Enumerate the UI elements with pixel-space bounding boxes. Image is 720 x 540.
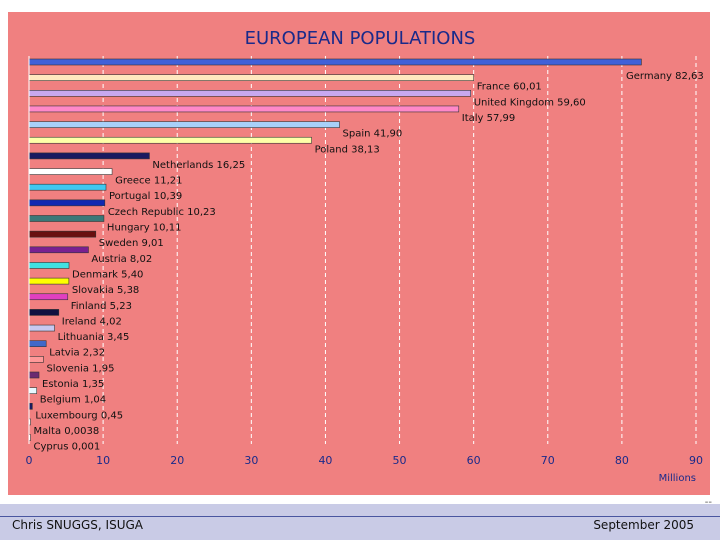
bar-finland — [28, 293, 69, 301]
bar-sweden — [28, 230, 97, 238]
bar-italy — [28, 105, 460, 113]
bars — [28, 58, 642, 441]
x-tick-label: 70 — [541, 454, 555, 467]
x-tick-label: 90 — [689, 454, 703, 467]
data-label: Ireland 4,02 — [62, 316, 122, 327]
x-tick-label: 10 — [96, 454, 110, 467]
bar-greece — [28, 168, 113, 175]
x-tick-label: 30 — [244, 454, 258, 467]
data-label: Belgium 1,04 — [40, 395, 106, 406]
data-label: Portugal 10,39 — [109, 191, 182, 202]
data-label: France 60,01 — [477, 82, 542, 93]
data-label: Netherlands 16,25 — [152, 160, 245, 171]
x-tick-label: 40 — [318, 454, 332, 467]
footer-author: Chris SNUGGS, ISUGA — [12, 518, 143, 532]
x-axis: 0 10 20 30 40 50 60 70 80 90 Millions — [26, 56, 703, 484]
bar-united-kingdom — [28, 90, 472, 97]
x-tick-label: 80 — [615, 454, 629, 467]
bar-portugal — [28, 183, 107, 191]
data-label: Latvia 2,32 — [49, 348, 105, 359]
bar-belgium — [28, 387, 38, 394]
data-label: Poland 38,13 — [315, 144, 380, 155]
data-label: Czech Republic 10,23 — [108, 207, 216, 218]
data-label: Sweden 9,01 — [99, 238, 164, 249]
data-label: Italy 57,99 — [462, 113, 516, 124]
bar-france — [28, 74, 475, 81]
bar-ireland — [28, 309, 60, 316]
bar-netherlands — [28, 152, 150, 160]
footer-band — [0, 504, 720, 540]
x-tick-label: 0 — [26, 454, 33, 467]
data-label: Hungary 10,11 — [107, 223, 182, 234]
data-labels: Germany 82,63 France 60,01 United Kingdom … — [34, 71, 704, 453]
data-label: Germany 82,63 — [626, 71, 704, 82]
bar-lithuania — [28, 324, 55, 332]
data-label: Cyprus 0,001 — [34, 442, 101, 453]
bar-czech-republic — [28, 199, 106, 207]
bar-austria — [28, 246, 89, 254]
data-label: Spain 41,90 — [343, 129, 403, 140]
bar-hungary — [28, 215, 105, 222]
x-tick-label: 60 — [467, 454, 481, 467]
bar-slovakia — [28, 277, 70, 285]
footer-date: September 2005 — [593, 518, 694, 532]
data-label: Malta 0,0038 — [34, 426, 100, 437]
chart-title: EUROPEAN POPULATIONS — [244, 28, 476, 49]
data-label: Austria 8,02 — [91, 254, 152, 265]
bar-germany — [28, 58, 642, 66]
data-label: Estonia 1,35 — [42, 379, 104, 390]
x-tick-label: 20 — [170, 454, 184, 467]
bar-denmark — [28, 262, 70, 269]
data-label: Denmark 5,40 — [72, 269, 143, 280]
x-tick-label: 50 — [393, 454, 407, 467]
data-label: Finland 5,23 — [71, 301, 132, 312]
data-label: United Kingdom 59,60 — [474, 97, 586, 108]
bar-luxembourg — [28, 402, 33, 410]
bar-estonia — [28, 371, 40, 379]
slide-number: -- — [704, 497, 712, 508]
footer-rule — [0, 516, 720, 517]
x-axis-label: Millions — [659, 473, 696, 484]
data-label: Lithuania 3,45 — [58, 332, 130, 343]
bar-spain — [28, 121, 340, 128]
bar-poland — [28, 136, 312, 144]
data-label: Slovenia 1,95 — [46, 363, 114, 374]
bar-latvia — [28, 340, 47, 348]
gridlines — [102, 56, 697, 444]
data-label: Greece 11,21 — [115, 176, 182, 187]
data-label: Luxembourg 0,45 — [35, 410, 123, 421]
data-label: Slovakia 5,38 — [72, 285, 139, 296]
bar-slovenia — [28, 356, 44, 363]
